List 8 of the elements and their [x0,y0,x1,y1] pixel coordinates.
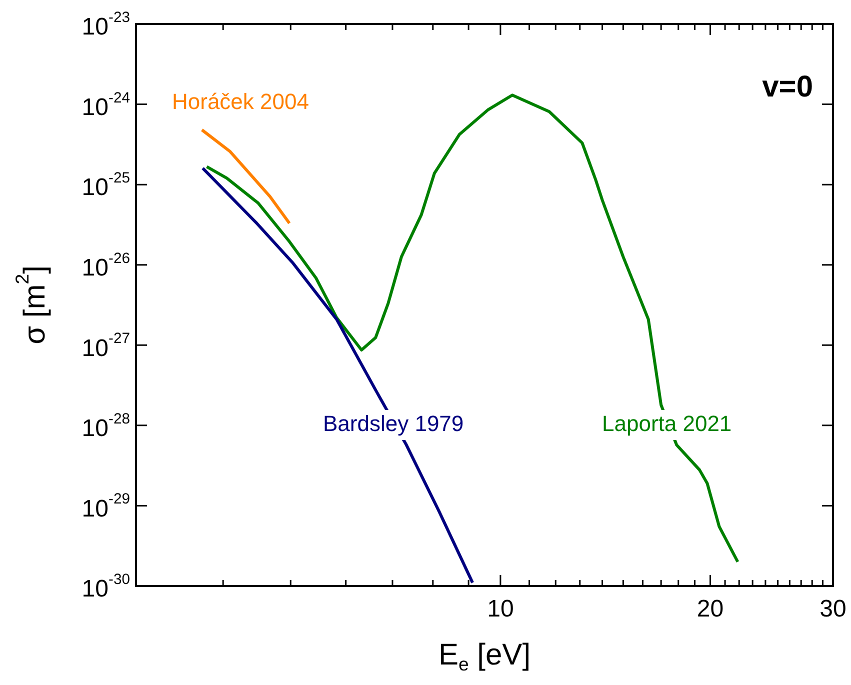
series-label: Bardsley 1979 [323,411,464,436]
x-tick-label: 10 [487,596,514,623]
series-label: Laporta 2021 [602,411,732,436]
x-tick-label: 20 [696,596,724,623]
y-axis-title: σ [m2] [12,266,52,344]
annotation: v=0 [762,70,813,104]
x-tick-label: 30 [820,596,846,623]
series-label: Horáček 2004 [172,89,309,114]
